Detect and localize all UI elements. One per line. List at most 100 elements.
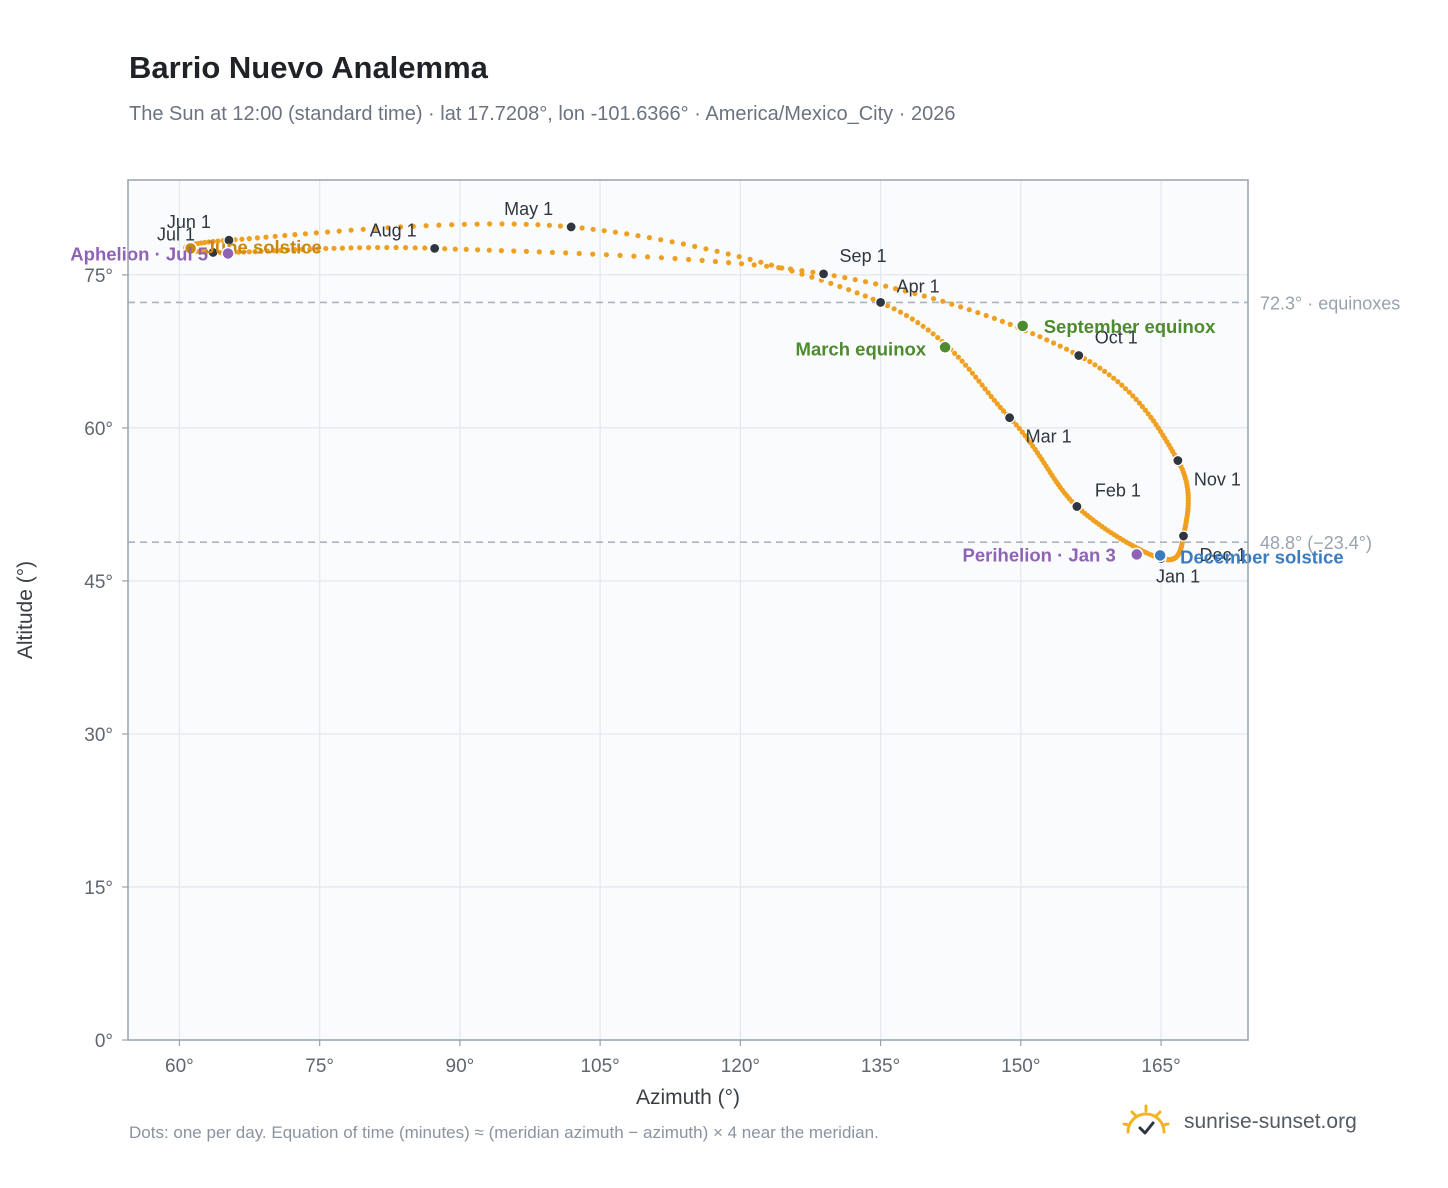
daily-dot: [703, 246, 709, 252]
daily-dot: [1007, 321, 1013, 327]
daily-dot: [339, 245, 345, 251]
daily-dot: [206, 239, 212, 245]
daily-dot: [336, 228, 342, 234]
daily-dot: [241, 249, 247, 255]
special-point-marker: [183, 241, 198, 256]
daily-dot: [1022, 433, 1028, 439]
y-tick-label: 60°: [84, 419, 113, 440]
brand[interactable]: sunrise-sunset.org: [1120, 1102, 1357, 1142]
daily-dot: [1064, 346, 1070, 352]
daily-dot: [590, 226, 596, 232]
y-tick-label: 15°: [84, 878, 113, 899]
daily-dot: [940, 298, 946, 304]
plot-frame: [127, 179, 1249, 1041]
daily-dot: [692, 243, 698, 249]
daily-dot: [1136, 400, 1142, 406]
special-point-label: Aphelion · Jul 5: [70, 243, 208, 264]
daily-dot: [776, 265, 782, 271]
daily-dot: [991, 315, 998, 321]
daily-dot: [436, 222, 442, 228]
special-point-marker: [938, 340, 952, 355]
daily-dot: [809, 274, 815, 280]
daily-dot: [672, 255, 678, 262]
special-point-marker: [1015, 319, 1030, 333]
daily-dot: [1051, 340, 1057, 346]
daily-dot: [842, 275, 848, 281]
daily-dot: [931, 296, 937, 302]
daily-dot: [474, 221, 480, 227]
brand-name[interactable]: sunrise-sunset.org: [1184, 1110, 1357, 1133]
daily-dot: [892, 286, 899, 292]
daily-dot: [1016, 425, 1023, 432]
daily-dot: [837, 283, 843, 290]
daily-dot: [958, 304, 964, 310]
daily-dot: [846, 287, 852, 293]
special-point-label: March equinox: [796, 338, 927, 359]
daily-dot: [357, 245, 363, 251]
daily-dot: [991, 397, 997, 403]
x-tick-label: 135°: [861, 1056, 900, 1077]
month-label: Aug 1: [370, 220, 417, 240]
daily-dot: [1057, 343, 1063, 349]
daily-dot: [884, 303, 891, 309]
x-tick-label: 60°: [165, 1056, 194, 1077]
daily-dot: [975, 310, 981, 316]
month-marker: [874, 296, 887, 309]
daily-dot: [959, 358, 965, 364]
daily-dot: [726, 260, 732, 266]
daily-dot: [1123, 386, 1129, 392]
daily-dot: [535, 222, 541, 228]
daily-dot: [935, 335, 941, 341]
daily-dot: [873, 281, 879, 287]
daily-dot: [299, 246, 305, 252]
special-points: March equinox September equinox December s…: [70, 236, 1343, 567]
month-label: Mar 1: [1026, 427, 1072, 447]
daily-dot: [1115, 379, 1121, 385]
daily-dot: [902, 288, 908, 294]
daily-dot: [210, 238, 216, 245]
special-point-marker: [1129, 547, 1144, 562]
special-point-marker: [1153, 548, 1167, 563]
daily-dot: [955, 354, 962, 360]
daily-dot: [969, 370, 976, 376]
daily-dot: [712, 258, 719, 265]
daily-dot: [1092, 362, 1098, 368]
daily-dot: [254, 235, 260, 241]
daily-dot: [915, 320, 921, 326]
x-tick-label: 120°: [721, 1056, 760, 1077]
daily-dot: [624, 231, 630, 237]
daily-dot: [315, 246, 321, 252]
plot-area: [128, 180, 1248, 1040]
daily-dot: [1044, 337, 1050, 343]
month-label: May 1: [504, 199, 553, 219]
daily-dot: [307, 246, 313, 252]
x-tick-label: 75°: [305, 1056, 334, 1077]
special-point-label: Perihelion · Jan 3: [963, 544, 1116, 565]
daily-dot: [423, 223, 429, 229]
daily-dot: [1130, 393, 1136, 399]
daily-dot: [348, 227, 354, 233]
daily-dot: [854, 290, 860, 296]
special-point-label: December solstice: [1180, 546, 1344, 567]
daily-dot: [282, 232, 288, 239]
daily-dot: [449, 222, 455, 228]
daily-dot: [1145, 411, 1151, 417]
daily-dot: [576, 250, 582, 257]
daily-dot: [979, 382, 985, 388]
daily-dot: [536, 249, 542, 255]
daily-dot: [903, 312, 910, 319]
daily-dot: [487, 221, 493, 227]
daily-dot: [699, 257, 705, 263]
daily-dot: [949, 301, 955, 307]
daily-dot: [862, 293, 868, 299]
daily-dot: [1119, 382, 1125, 388]
daily-dot: [442, 246, 448, 252]
daily-dot: [1102, 368, 1108, 374]
daily-dot: [963, 362, 969, 368]
daily-dot: [278, 247, 284, 253]
daily-dot: [549, 249, 556, 255]
daily-dot: [546, 222, 553, 228]
month-label: Sep 1: [840, 246, 887, 266]
